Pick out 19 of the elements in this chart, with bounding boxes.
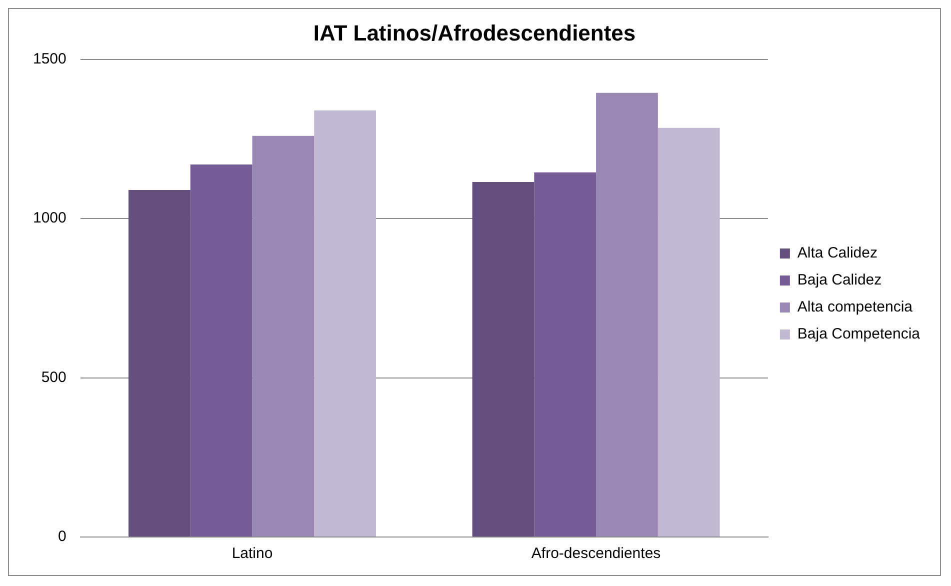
y-tick-label: 1000 [32,210,66,227]
bar [534,172,596,536]
legend-label: Alta Calidez [797,244,878,262]
x-tick-label: Latino [232,545,273,562]
legend-label: Alta competencia [797,298,914,316]
bar [472,182,534,536]
bar [314,110,376,536]
legend-label: Baja Competencia [797,326,921,343]
legend-label: Baja Calidez [797,272,882,289]
bar [252,136,314,536]
chart-title: IAT Latinos/Afrodescendientes [313,20,636,46]
bar [658,128,720,536]
y-tick-label: 1500 [32,50,66,68]
y-tick-label: 0 [58,528,66,546]
y-tick-label: 500 [41,368,66,386]
x-tick-label: Afro-descendientes [531,545,661,562]
bar [190,164,252,536]
bar [596,92,658,536]
bar [128,190,190,536]
